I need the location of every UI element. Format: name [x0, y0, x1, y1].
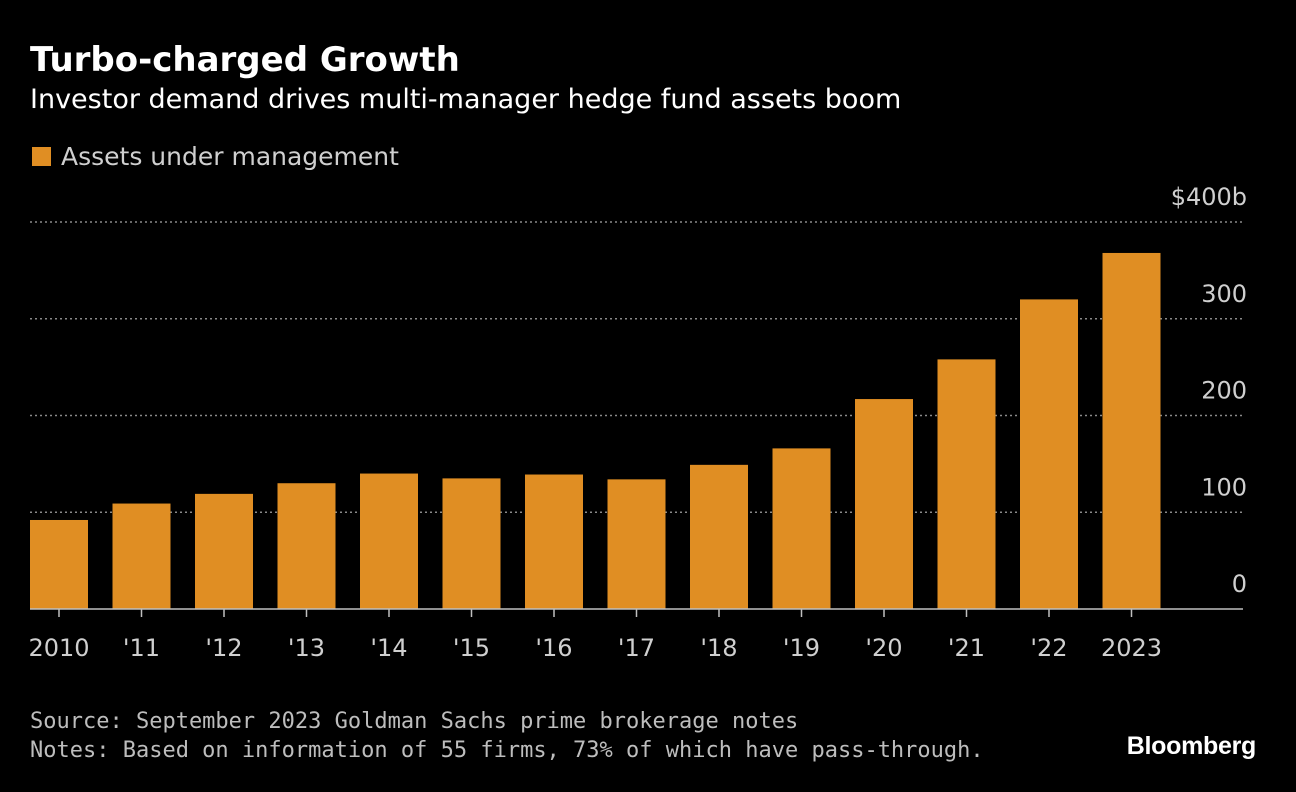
y-axis-labels: 0 100 200 300 $400b [1171, 183, 1247, 598]
y-tick-label: 300 [1201, 280, 1247, 308]
bar [772, 448, 831, 609]
x-tick-label: '21 [948, 634, 985, 662]
bar [607, 479, 666, 609]
x-tick-label: '22 [1030, 634, 1067, 662]
x-tick-label: '12 [205, 634, 242, 662]
x-tick-label: 2023 [1101, 634, 1162, 662]
bar [195, 493, 253, 609]
legend-swatch [32, 147, 51, 166]
y-tick-label: $400b [1171, 183, 1247, 211]
x-tick-label: '14 [370, 634, 407, 662]
legend-label: Assets under management [61, 142, 399, 171]
legend: Assets under management [32, 142, 399, 171]
y-tick-label: 100 [1201, 473, 1247, 501]
x-tick-label: '17 [618, 634, 655, 662]
x-axis: 2010 '11 '12 '13 '14 '15 '16 '17 '18 '19 '20 '21 '22… [28, 608, 1243, 662]
y-tick-label: 0 [1232, 570, 1247, 598]
bars [30, 252, 1161, 609]
x-tick-label: '15 [453, 634, 490, 662]
x-tick-label: '11 [123, 634, 160, 662]
x-tick-label: '16 [535, 634, 572, 662]
bar [525, 474, 583, 609]
bar [690, 464, 748, 609]
chart-title: Turbo-charged Growth [30, 40, 460, 80]
bloomberg-logo: Bloomberg [1126, 732, 1257, 760]
y-tick-label: 200 [1201, 377, 1247, 405]
x-tick-label: 2010 [28, 634, 89, 662]
bar [360, 473, 418, 609]
bar [277, 483, 336, 609]
bar [442, 478, 501, 609]
x-tick-label: '18 [700, 634, 737, 662]
bar [1102, 252, 1161, 609]
bar [112, 503, 171, 609]
x-tick-label: '19 [783, 634, 820, 662]
chart-subtitle: Investor demand drives multi-manager hed… [30, 84, 902, 115]
bar [1020, 299, 1078, 609]
bar [855, 399, 913, 609]
bar [30, 519, 88, 609]
notes-text: Notes: Based on information of 55 firms,… [30, 738, 984, 763]
bar [937, 359, 996, 609]
x-tick-label: '20 [865, 634, 902, 662]
x-tick-label: '13 [288, 634, 325, 662]
source-note: Source: September 2023 Goldman Sachs pri… [30, 709, 799, 734]
